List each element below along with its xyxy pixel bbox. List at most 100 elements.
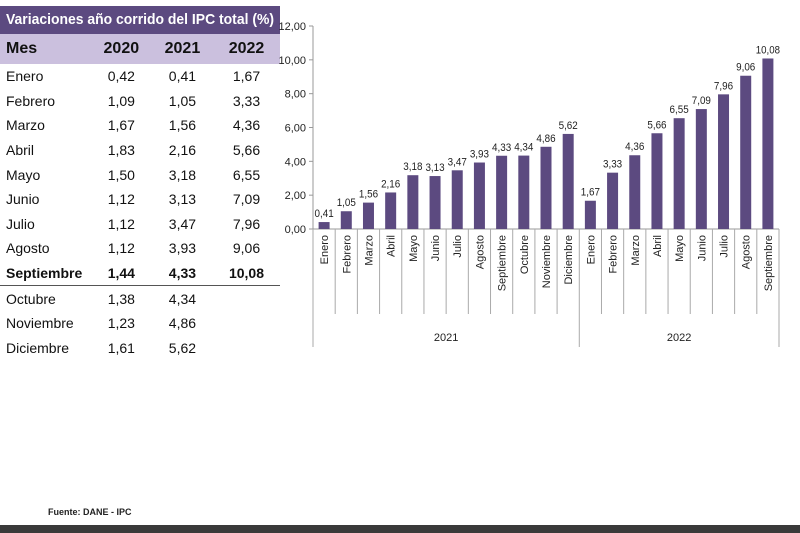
month-cell: Agosto	[6, 240, 50, 257]
month-cell: Noviembre	[6, 315, 74, 332]
table-row: Octubre 1,38 4,34	[0, 286, 280, 311]
category-label: Marzo	[363, 235, 375, 266]
value-cell: 1,12	[107, 240, 135, 257]
table-row: Diciembre 1,61 5,62	[0, 336, 280, 361]
bar	[673, 118, 685, 229]
table-row: Marzo 1,67 1,56 4,36	[0, 113, 280, 138]
bar	[407, 175, 419, 229]
category-label: Junio	[696, 235, 708, 261]
value-cell: 4,36	[232, 117, 261, 134]
value-cell: 1,44	[107, 265, 135, 282]
table-title-bar: Variaciones año corrido del IPC total (%…	[0, 6, 280, 34]
value-cell: 7,09	[232, 191, 261, 208]
category-label: Agosto	[741, 235, 753, 269]
ipc-table: Variaciones año corrido del IPC total (%…	[0, 6, 280, 360]
value-cell: 5,62	[168, 339, 197, 356]
data-label: 2,16	[381, 178, 400, 190]
bar	[540, 146, 552, 229]
y-tick-label: 0,00	[285, 224, 306, 236]
bar	[362, 202, 374, 229]
table-row: Febrero 1,09 1,05 3,33	[0, 89, 280, 114]
data-label: 3,33	[603, 159, 622, 171]
data-label: 7,96	[714, 80, 733, 92]
bar	[740, 75, 752, 229]
category-label: Agosto	[474, 235, 486, 269]
table-row: Julio 1,12 3,47 7,96	[0, 212, 280, 237]
data-label: 1,56	[359, 189, 378, 201]
value-cell: 7,96	[232, 215, 261, 232]
y-tick-label: 2,00	[285, 190, 306, 202]
value-cell: 3,18	[168, 166, 197, 183]
value-cell: 4,33	[168, 265, 197, 282]
bar	[496, 155, 508, 229]
y-tick-label: 12,00	[278, 21, 306, 33]
value-cell: 1,12	[107, 191, 135, 208]
data-label: 3,18	[403, 161, 422, 173]
category-label: Mayo	[408, 235, 420, 262]
value-cell: 10,08	[228, 265, 265, 282]
data-label: 1,67	[581, 187, 600, 199]
table-row: Septiembre 1,44 4,33 10,08	[0, 261, 280, 287]
month-cell: Diciembre	[6, 339, 70, 356]
data-label: 6,55	[670, 104, 689, 116]
bar	[340, 211, 352, 229]
y-tick-label: 4,00	[285, 156, 306, 168]
header-2022: 2022	[228, 40, 265, 57]
value-cell: 3,93	[168, 240, 197, 257]
data-label: 10,08	[756, 44, 780, 56]
category-label: Noviembre	[541, 235, 553, 288]
data-label: 9,06	[736, 62, 755, 74]
value-cell: 1,23	[107, 315, 135, 332]
value-cell: 2,16	[168, 142, 197, 159]
bar	[629, 155, 641, 229]
bar	[385, 192, 397, 229]
category-label: Enero	[319, 235, 331, 264]
bar	[762, 58, 774, 230]
month-cell: Septiembre	[6, 265, 83, 282]
table-header: Mes 2020 2021 2022	[0, 34, 280, 64]
value-cell: 1,50	[107, 166, 135, 183]
header-2021: 2021	[164, 40, 201, 57]
data-label: 1,05	[337, 197, 356, 209]
y-tick-label: 8,00	[285, 89, 306, 101]
bar	[695, 109, 707, 229]
value-cell: 6,55	[232, 166, 261, 183]
data-label: 3,13	[425, 162, 444, 174]
data-label: 3,93	[470, 149, 489, 161]
category-label: Abril	[386, 235, 398, 257]
source-note: Fuente: DANE - IPC	[48, 507, 132, 517]
value-cell: 1,83	[107, 142, 135, 159]
bar	[429, 176, 441, 229]
table-row: Enero 0,42 0,41 1,67	[0, 64, 280, 89]
category-label: Febrero	[341, 235, 353, 274]
data-label: 4,33	[492, 142, 511, 154]
bar	[607, 172, 619, 229]
category-label: Mayo	[674, 235, 686, 262]
data-label: 3,47	[448, 156, 467, 168]
value-cell: 4,86	[168, 315, 197, 332]
group-label: 2021	[434, 332, 458, 344]
data-label: 7,09	[692, 95, 711, 107]
value-cell: 1,67	[232, 68, 261, 85]
month-cell: Enero	[6, 68, 44, 85]
bar	[318, 222, 330, 229]
y-tick-label: 10,00	[278, 55, 306, 67]
ipc-bar-chart: 0,00 2,00 4,00 6,00 8,00 10,00 12,00 0,41 Enero 1…	[278, 21, 780, 347]
bar	[562, 133, 574, 229]
table-row: Abril 1,83 2,16 5,66	[0, 138, 280, 163]
category-label: Septiembre	[497, 235, 509, 291]
value-cell: 0,41	[168, 68, 197, 85]
data-label: 4,34	[514, 142, 533, 154]
month-cell: Octubre	[6, 290, 56, 307]
value-cell: 0,42	[107, 68, 135, 85]
value-cell: 1,61	[107, 339, 135, 356]
month-cell: Julio	[6, 215, 35, 232]
value-cell: 1,09	[107, 92, 135, 109]
value-cell: 4,34	[168, 290, 197, 307]
month-cell: Mayo	[6, 166, 41, 183]
category-label: Marzo	[630, 235, 642, 266]
value-cell: 1,56	[168, 117, 197, 134]
data-label: 4,86	[536, 133, 555, 145]
bar	[651, 133, 663, 229]
value-cell: 1,67	[107, 117, 135, 134]
